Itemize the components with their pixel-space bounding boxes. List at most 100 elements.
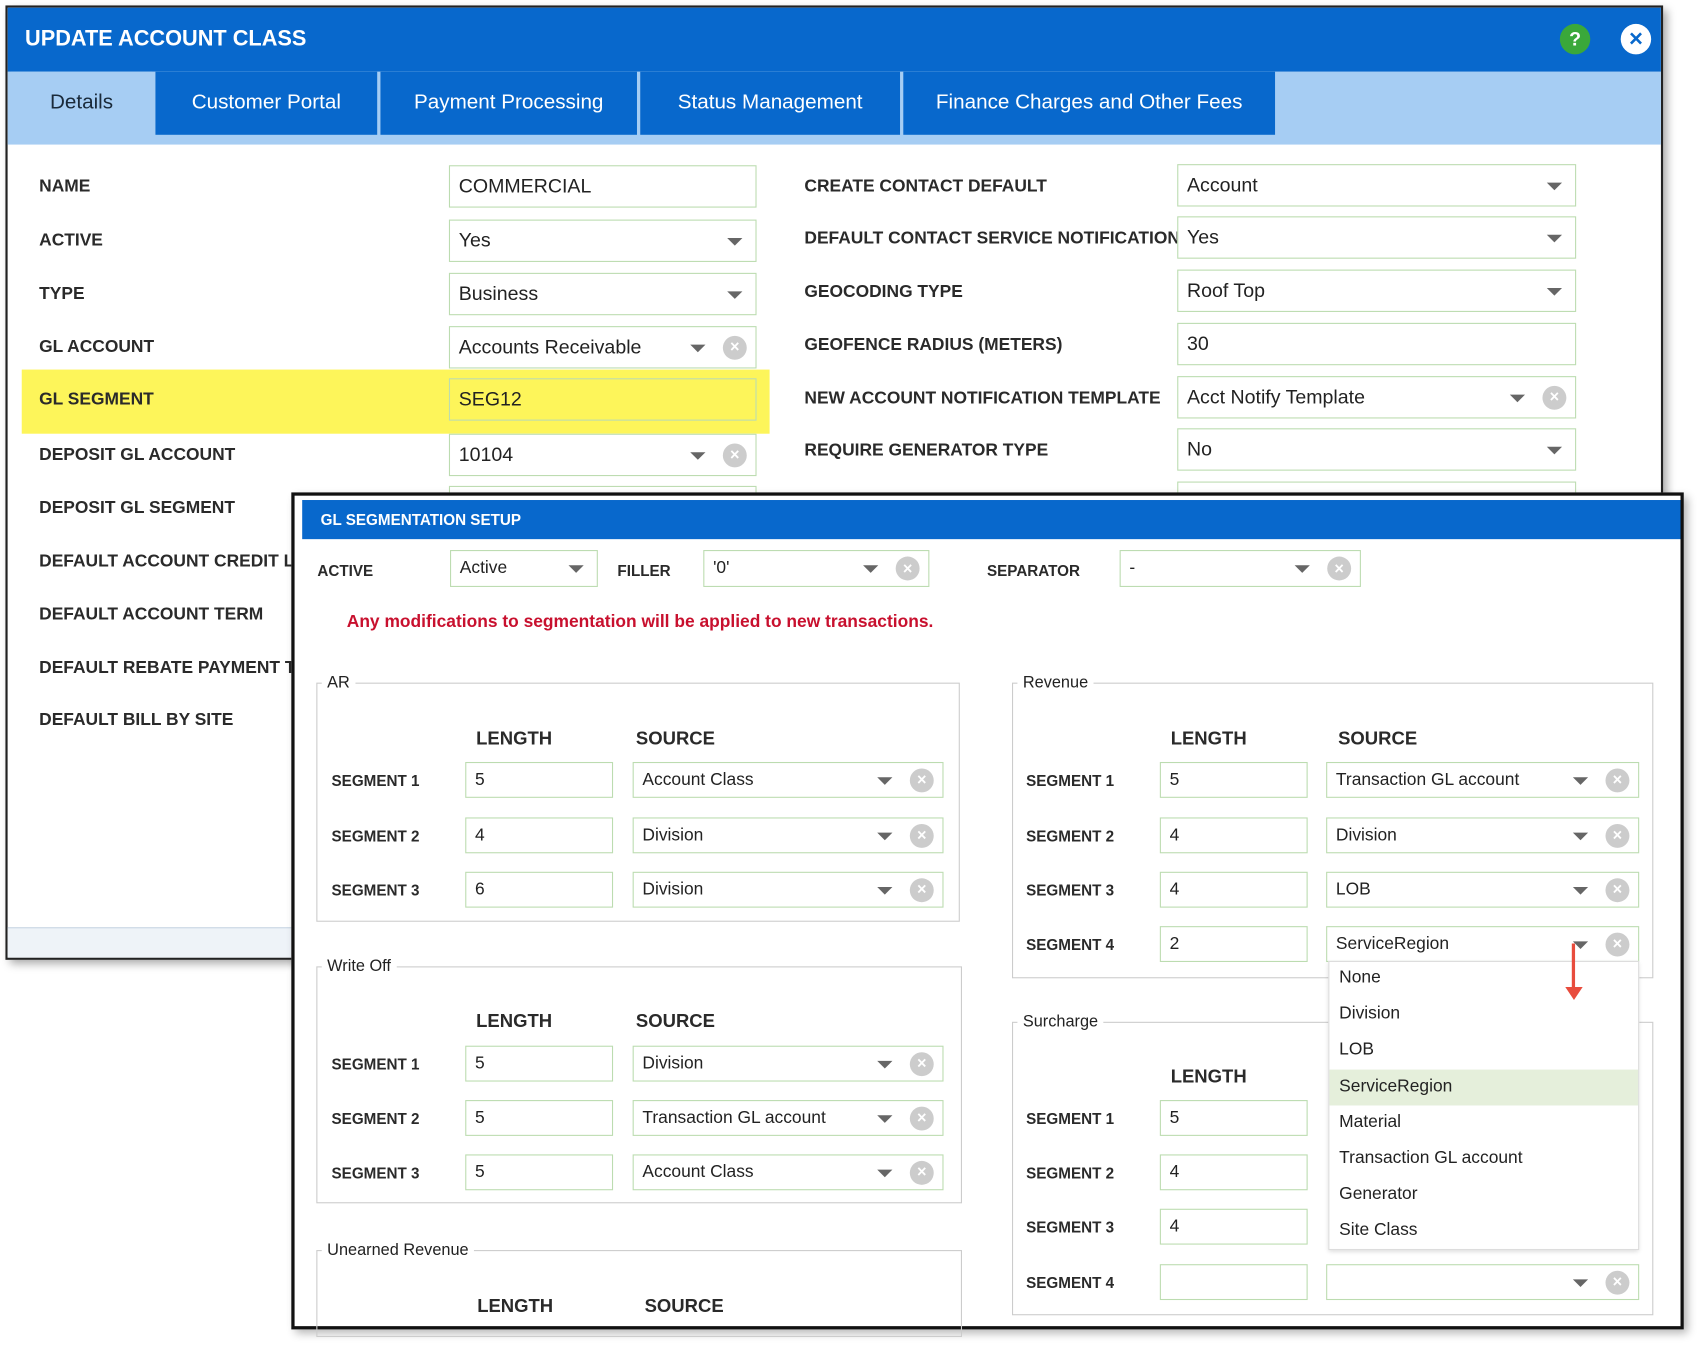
dropdown-option[interactable]: Transaction GL account bbox=[1329, 1141, 1638, 1177]
select[interactable]: Accounts Receivable × bbox=[448, 326, 757, 369]
text-input[interactable]: COMMERCIAL bbox=[448, 165, 757, 208]
dropdown-option[interactable]: Site Class bbox=[1329, 1213, 1638, 1249]
text-input[interactable]: 4 bbox=[1159, 871, 1308, 908]
tab[interactable]: Finance Charges and Other Fees bbox=[903, 71, 1276, 135]
text-input[interactable]: 5 bbox=[1159, 761, 1308, 798]
input-value: Active bbox=[459, 558, 508, 578]
clear-button[interactable]: × bbox=[1605, 1270, 1630, 1295]
input-value: 5 bbox=[475, 1162, 485, 1182]
select[interactable]: LOB × bbox=[1326, 871, 1640, 908]
field-label: TYPE bbox=[39, 284, 85, 304]
field-label: GL ACCOUNT bbox=[39, 338, 155, 357]
fieldset bbox=[316, 1250, 962, 1338]
text-input[interactable]: 6 bbox=[465, 871, 614, 908]
field-label: SEPARATOR bbox=[986, 561, 1081, 580]
clear-button[interactable]: × bbox=[895, 556, 920, 581]
select[interactable]: Active bbox=[450, 550, 598, 587]
group-legend: Write Off bbox=[321, 957, 397, 976]
group-legend: Revenue bbox=[1017, 673, 1094, 692]
clear-button[interactable]: × bbox=[1542, 385, 1567, 410]
warning: Any modifications to segmentation will b… bbox=[346, 613, 934, 632]
tab[interactable]: Status Management bbox=[640, 71, 901, 135]
select[interactable]: Roof Top bbox=[1177, 269, 1577, 312]
dropdown-option[interactable]: Material bbox=[1329, 1105, 1638, 1141]
segment-label: SEGMENT 3 bbox=[1026, 881, 1115, 899]
close-button[interactable]: × bbox=[1620, 23, 1652, 55]
text-input[interactable]: 5 bbox=[465, 1045, 614, 1082]
text-input[interactable]: 4 bbox=[1159, 1208, 1308, 1245]
input-value: 4 bbox=[1169, 1216, 1180, 1236]
select[interactable]: Account Class × bbox=[632, 1154, 944, 1191]
select[interactable]: No bbox=[1177, 428, 1577, 471]
clear-button[interactable]: × bbox=[1327, 556, 1352, 581]
clear-button[interactable]: × bbox=[909, 1106, 934, 1130]
clear-button[interactable]: × bbox=[1605, 823, 1630, 848]
select[interactable]: Business bbox=[448, 272, 757, 316]
text-input[interactable] bbox=[1159, 1264, 1308, 1301]
select[interactable]: '0' × bbox=[703, 550, 930, 587]
field-label: DEPOSIT GL ACCOUNT bbox=[39, 445, 236, 465]
select[interactable]: Division × bbox=[632, 871, 944, 908]
clear-button[interactable]: × bbox=[909, 823, 934, 848]
segment-label: SEGMENT 4 bbox=[1026, 1273, 1115, 1292]
option-text: None bbox=[1339, 968, 1381, 987]
clear-button[interactable]: × bbox=[1605, 877, 1630, 902]
clear-button[interactable]: × bbox=[909, 767, 934, 792]
text-input[interactable]: 5 bbox=[1159, 1100, 1308, 1136]
text-input[interactable]: 4 bbox=[465, 817, 614, 854]
clear-button[interactable]: × bbox=[909, 877, 934, 902]
select[interactable]: Yes bbox=[448, 219, 757, 262]
select[interactable]: Account Class × bbox=[632, 761, 944, 798]
input-value: Division bbox=[642, 1053, 704, 1073]
tab[interactable]: Details bbox=[10, 71, 153, 135]
text-input[interactable]: SEG12 bbox=[448, 378, 757, 421]
dropdown-arrow bbox=[568, 565, 584, 573]
select[interactable]: × bbox=[1326, 1264, 1640, 1301]
select[interactable]: Account bbox=[1177, 164, 1577, 207]
clear-button[interactable]: × bbox=[909, 1051, 934, 1076]
text-input[interactable]: 2 bbox=[1159, 926, 1308, 962]
select[interactable]: Transaction GL account × bbox=[632, 1100, 944, 1136]
text-input[interactable]: 30 bbox=[1177, 322, 1577, 366]
group-legend: Surcharge bbox=[1017, 1012, 1104, 1032]
input-value: Account bbox=[1187, 173, 1258, 196]
text-input[interactable]: 5 bbox=[465, 1100, 614, 1136]
help-button[interactable]: ? bbox=[1559, 23, 1591, 55]
select[interactable]: ServiceRegion × bbox=[1326, 926, 1640, 962]
segment-label: SEGMENT 3 bbox=[1026, 1218, 1115, 1236]
input-value: 6 bbox=[475, 879, 485, 899]
select[interactable]: Division × bbox=[632, 1045, 944, 1082]
select[interactable]: Transaction GL account × bbox=[1326, 761, 1640, 798]
select[interactable]: - × bbox=[1119, 550, 1361, 587]
input-value: Roof Top bbox=[1187, 279, 1265, 302]
select[interactable]: 10104 × bbox=[448, 433, 757, 477]
clear-button[interactable]: × bbox=[722, 442, 747, 467]
dropdown-option[interactable]: LOB bbox=[1329, 1033, 1638, 1069]
dropdown-option[interactable]: ServiceRegion bbox=[1329, 1069, 1639, 1106]
input-value: ServiceRegion bbox=[1335, 934, 1450, 953]
input-value: SEG12 bbox=[458, 388, 522, 410]
select[interactable]: Yes bbox=[1177, 216, 1577, 259]
dropdown-option[interactable]: Generator bbox=[1329, 1177, 1638, 1213]
clear-button[interactable]: × bbox=[1605, 932, 1630, 957]
dropdown-arrow bbox=[1546, 287, 1563, 296]
clear-button[interactable]: × bbox=[722, 335, 747, 360]
text-input[interactable]: 4 bbox=[1159, 817, 1308, 854]
field-label: DEFAULT CONTACT SERVICE NOTIFICATION bbox=[804, 229, 1180, 248]
text-input[interactable]: 5 bbox=[465, 761, 614, 798]
clear-button[interactable]: × bbox=[909, 1160, 934, 1185]
select[interactable]: Division × bbox=[632, 817, 944, 854]
text-input[interactable]: 4 bbox=[1159, 1154, 1308, 1191]
text-input[interactable]: 5 bbox=[465, 1154, 614, 1191]
option-text: Division bbox=[1339, 1004, 1401, 1023]
tab[interactable]: Customer Portal bbox=[155, 71, 378, 135]
select[interactable]: Acct Notify Template × bbox=[1177, 376, 1577, 419]
segment-label: SEGMENT 4 bbox=[1026, 935, 1115, 954]
dropdown-option[interactable]: Division bbox=[1329, 997, 1638, 1033]
select[interactable]: Division × bbox=[1326, 817, 1640, 854]
field-label: DEFAULT ACCOUNT TERM bbox=[39, 605, 264, 624]
dropdown-option[interactable]: None bbox=[1329, 961, 1638, 997]
clear-button[interactable]: × bbox=[1605, 767, 1630, 792]
group-legend: AR bbox=[321, 673, 356, 692]
tab[interactable]: Payment Processing bbox=[380, 71, 637, 135]
